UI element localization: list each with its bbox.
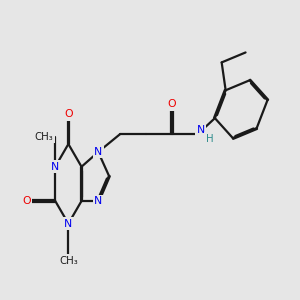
Text: CH₃: CH₃: [34, 132, 53, 142]
Text: O: O: [64, 109, 73, 119]
Text: O: O: [22, 196, 31, 206]
Text: N: N: [64, 219, 73, 229]
Text: N: N: [94, 147, 102, 157]
Text: CH₃: CH₃: [59, 256, 78, 266]
Text: H: H: [206, 134, 214, 144]
Text: O: O: [168, 99, 176, 109]
Text: N: N: [197, 125, 205, 135]
Text: N: N: [51, 162, 59, 172]
Text: N: N: [94, 196, 102, 206]
